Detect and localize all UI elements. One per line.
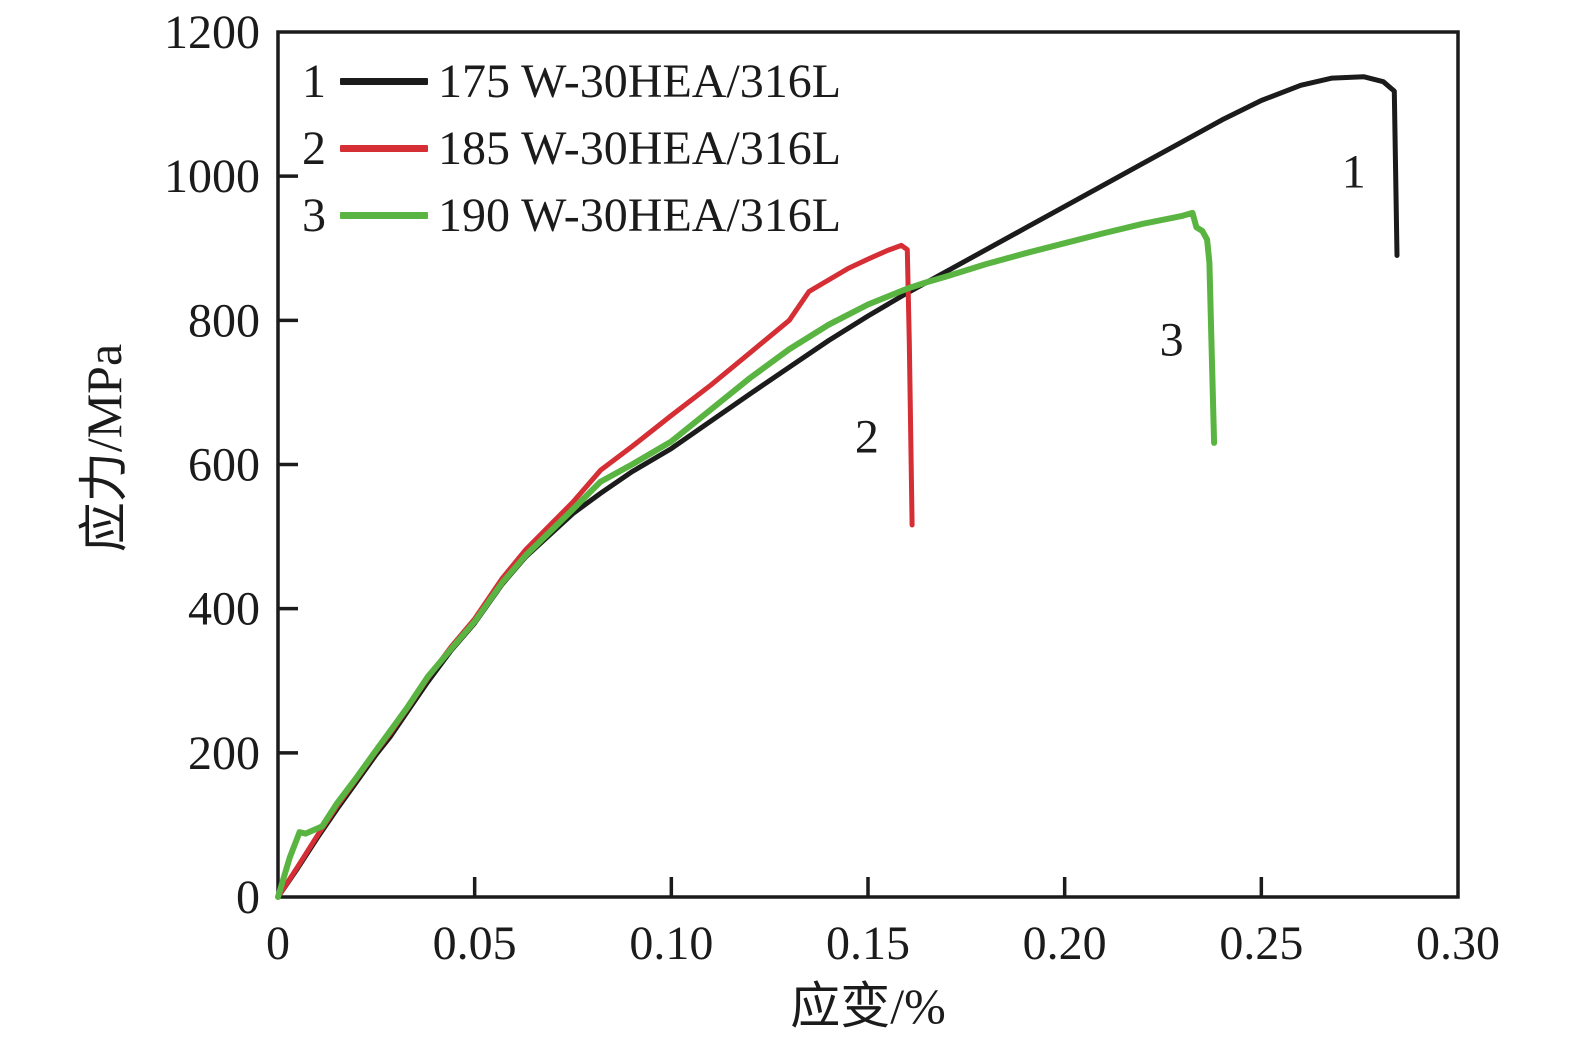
x-tick-label: 0.20 <box>1023 917 1107 970</box>
x-tick-label: 0.05 <box>433 917 517 970</box>
x-tick-label: 0.10 <box>629 917 713 970</box>
legend-series-number: 1 <box>302 55 326 108</box>
x-tick-label: 0 <box>266 917 290 970</box>
curve-2 <box>275 242 915 900</box>
legend-label: 185 W-30HEA/316L <box>438 122 842 175</box>
curve-number-label-3: 3 <box>1160 313 1184 366</box>
legend-line-sample-green <box>340 212 428 219</box>
x-tick-label: 0.15 <box>826 917 910 970</box>
legend-row-3: 3 190 W-30HEA/316L <box>296 182 841 249</box>
legend-row-1: 1 175 W-30HEA/316L <box>296 48 841 115</box>
curve-3 <box>275 209 1218 900</box>
legend-row-2: 2 185 W-30HEA/316L <box>296 115 841 182</box>
legend-series-number: 3 <box>302 189 326 242</box>
y-tick-label: 1000 <box>164 150 260 203</box>
legend-series-number: 2 <box>302 122 326 175</box>
legend: 1 175 W-30HEA/316L 2 185 W-30HEA/316L 3 … <box>296 48 841 249</box>
curve-number-label-1: 1 <box>1342 145 1366 198</box>
x-tick-label: 0.25 <box>1219 917 1303 970</box>
y-tick-label: 200 <box>188 727 260 780</box>
y-tick-label: 400 <box>188 583 260 636</box>
y-axis-title: 应力/MPa <box>76 343 132 553</box>
y-tick-label: 1200 <box>164 6 260 59</box>
x-tick-label: 0.30 <box>1416 917 1500 970</box>
y-tick-label: 800 <box>188 294 260 347</box>
y-tick-label: 600 <box>188 439 260 492</box>
curve-number-label-2: 2 <box>855 411 879 464</box>
legend-line-sample-black <box>340 78 428 85</box>
legend-label: 190 W-30HEA/316L <box>438 189 842 242</box>
y-tick-label: 0 <box>236 871 260 924</box>
legend-line-sample-red <box>340 145 428 152</box>
x-axis-title: 应变/% <box>790 978 946 1034</box>
legend-label: 175 W-30HEA/316L <box>438 55 842 108</box>
